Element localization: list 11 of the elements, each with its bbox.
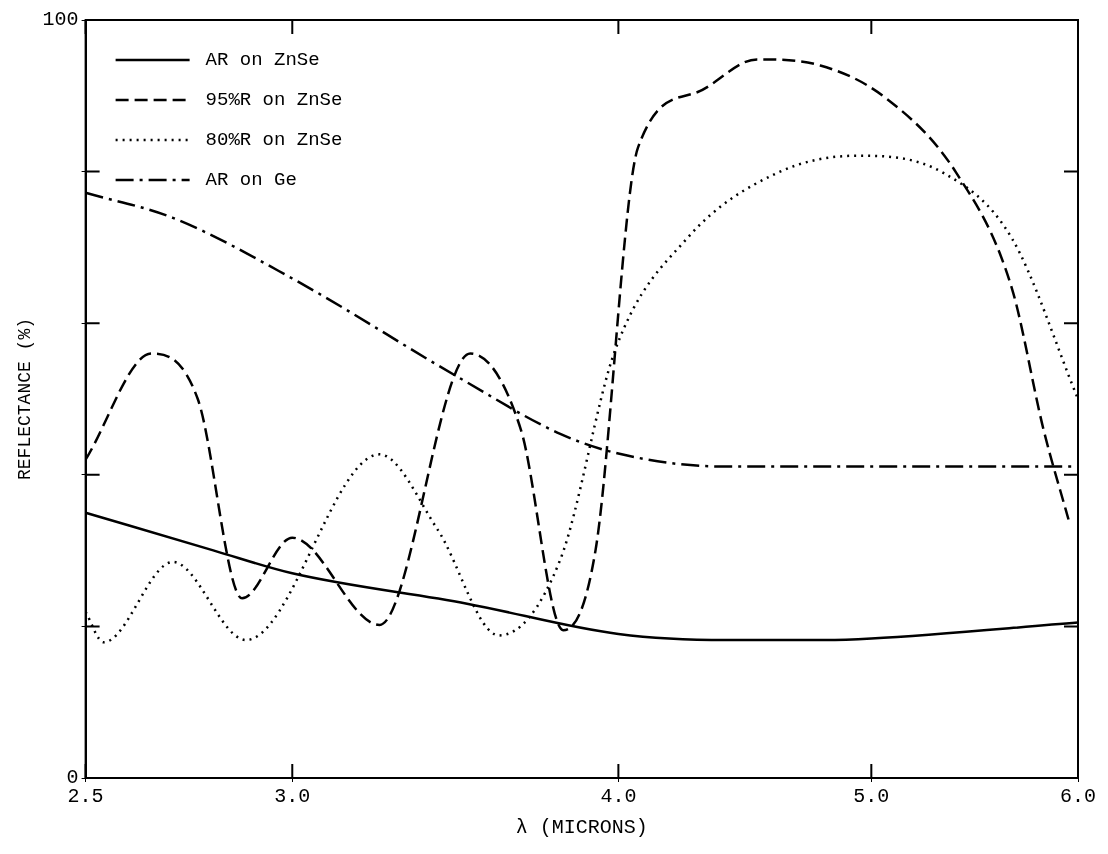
x-tick-label: 3.0 xyxy=(274,785,311,809)
x-tick-label: 4.0 xyxy=(600,785,637,809)
x-tick-label: 5.0 xyxy=(853,785,890,809)
y-tick-label: 100 xyxy=(42,8,79,32)
legend-label: 80%R on ZnSe xyxy=(205,129,343,152)
legend-label: 95%R on ZnSe xyxy=(205,89,343,112)
legend-label: AR on Ge xyxy=(205,169,297,192)
x-axis-title: λ (MICRONS) xyxy=(515,816,648,840)
legend-label: AR on ZnSe xyxy=(205,49,320,72)
x-tick-label: 6.0 xyxy=(1059,785,1097,809)
y-axis-title: REFLECTANCE (%) xyxy=(14,317,35,481)
